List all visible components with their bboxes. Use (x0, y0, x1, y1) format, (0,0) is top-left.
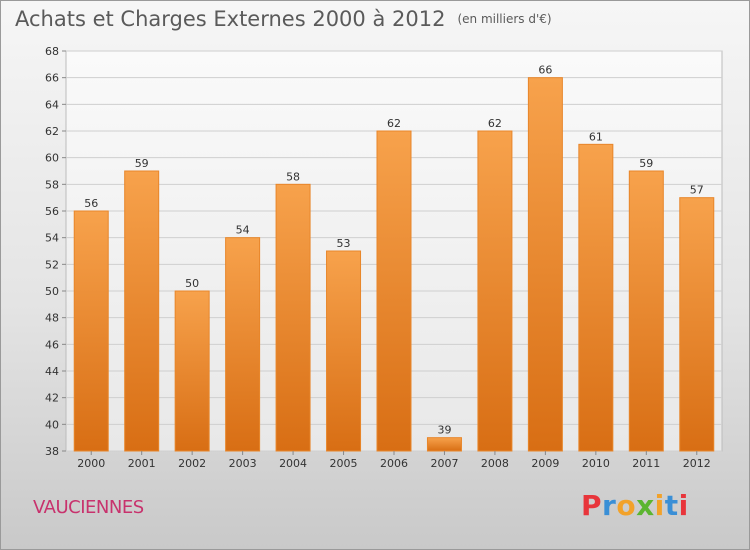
x-axis: 2000 2001 2002 2003 2004 2005 2006 2007 2008 2009… (77, 451, 711, 470)
bar-2002 (174, 290, 210, 452)
value-label-2004: 58 (286, 170, 300, 183)
y-tick-label: 62 (45, 125, 59, 138)
y-tick-label: 64 (45, 98, 59, 111)
bar-2008 (477, 130, 513, 452)
y-tick-label: 42 (45, 392, 59, 405)
y-tick-label: 48 (45, 312, 59, 325)
value-label-2001: 59 (135, 157, 149, 170)
bar-2003 (225, 237, 261, 452)
proxiti-logo: Proxiti (581, 489, 689, 522)
x-tick-label-2012: 2012 (683, 457, 711, 470)
bar-2007 (426, 437, 462, 452)
value-labels: 56 59 50 54 58 53 62 39 62 66 61 59 57 (84, 64, 704, 437)
y-tick-label: 66 (45, 72, 59, 85)
value-label-2012: 57 (690, 184, 704, 197)
logo-letter: P (581, 489, 603, 522)
y-axis: 38 40 42 44 46 48 50 52 54 56 58 60 62 64 66 68 (45, 45, 66, 458)
value-label-2000: 56 (84, 197, 98, 210)
logo-letter: x (636, 489, 655, 522)
y-tick-label: 38 (45, 445, 59, 458)
y-tick-label: 50 (45, 285, 59, 298)
bar-2004 (275, 183, 311, 452)
chart-title: Achats et Charges Externes 2000 à 2012 (e… (15, 7, 552, 31)
bar-2009 (527, 77, 563, 452)
x-tick-label-2003: 2003 (229, 457, 257, 470)
bar-2012 (679, 197, 715, 452)
bars (73, 77, 715, 452)
x-tick-label-2011: 2011 (632, 457, 660, 470)
y-tick-label: 40 (45, 418, 59, 431)
y-tick-label: 60 (45, 152, 59, 165)
bar-2005 (326, 250, 362, 452)
bar-2006 (376, 130, 412, 452)
y-tick-label: 46 (45, 338, 59, 351)
value-label-2002: 50 (185, 277, 199, 290)
y-tick-label: 44 (45, 365, 59, 378)
x-tick-label-2002: 2002 (178, 457, 206, 470)
x-tick-label-2007: 2007 (430, 457, 458, 470)
value-label-2005: 53 (337, 237, 351, 250)
bar-2010 (578, 143, 614, 452)
y-tick-label: 58 (45, 178, 59, 191)
y-tick-label: 68 (45, 45, 59, 58)
value-label-2007: 39 (437, 424, 451, 437)
x-tick-label-2008: 2008 (481, 457, 509, 470)
chart-unit: (en milliers d'€) (457, 12, 552, 26)
x-tick-label-2004: 2004 (279, 457, 307, 470)
logo-letter: o (616, 489, 637, 522)
x-tick-label-2001: 2001 (128, 457, 156, 470)
y-tick-label: 54 (45, 232, 59, 245)
town-name: VAUCIENNES (33, 497, 144, 518)
bar-2001 (124, 170, 160, 452)
value-label-2003: 54 (236, 224, 250, 237)
value-label-2009: 66 (538, 64, 552, 77)
value-label-2006: 62 (387, 117, 401, 130)
y-tick-label: 56 (45, 205, 59, 218)
x-tick-label-2005: 2005 (330, 457, 358, 470)
logo-letter: i (678, 489, 689, 522)
y-tick-label: 52 (45, 258, 59, 271)
logo-letter: t (664, 489, 679, 522)
x-tick-label-2010: 2010 (582, 457, 610, 470)
value-label-2011: 59 (639, 157, 653, 170)
chart-title-text: Achats et Charges Externes 2000 à 2012 (15, 7, 446, 31)
bar-2011 (628, 170, 664, 452)
bar-2000 (73, 210, 109, 452)
logo-letter: i (654, 489, 665, 522)
value-label-2008: 62 (488, 117, 502, 130)
x-tick-label-2000: 2000 (77, 457, 105, 470)
x-tick-label-2006: 2006 (380, 457, 408, 470)
x-tick-label-2009: 2009 (531, 457, 559, 470)
value-label-2010: 61 (589, 130, 603, 143)
logo-letter: r (602, 489, 617, 522)
